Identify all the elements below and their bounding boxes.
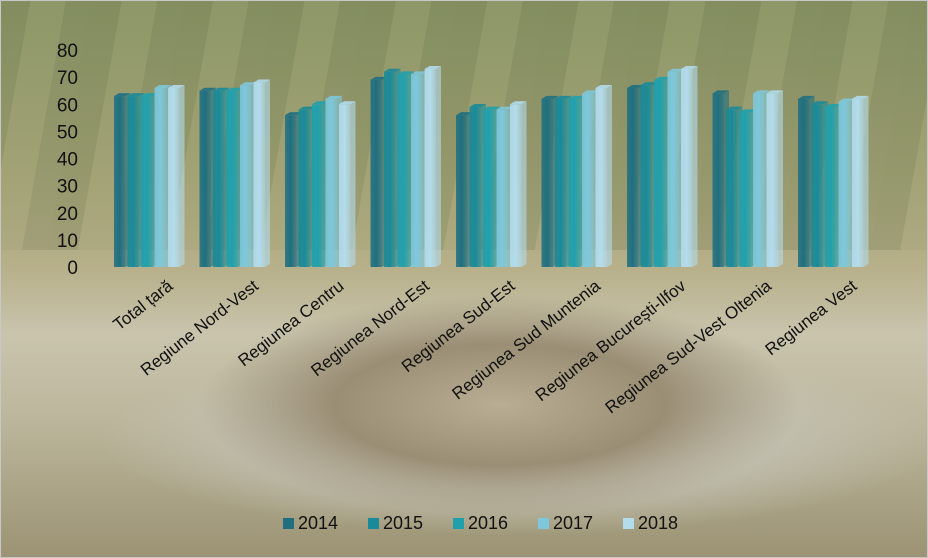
bar [141,93,158,267]
bar [168,84,185,267]
category-label: Total țară [110,276,177,334]
bar [127,93,144,267]
bar [325,95,342,267]
legend-swatch [283,518,294,529]
bar [253,79,270,267]
bar [496,106,513,267]
bar [384,68,401,267]
bar [469,103,486,268]
category-label: Regiunea Centru [234,276,347,370]
bar [825,103,842,268]
y-tick-label: 20 [57,204,78,225]
bar [456,112,473,267]
bar [285,112,302,267]
bar [240,82,257,267]
category-label: Regiunea Sud-Vest Oltenia [602,276,776,418]
legend-label: 2017 [553,513,593,533]
bar [838,98,855,267]
bar [298,106,315,267]
legend-label: 2016 [468,513,508,533]
bar [712,90,729,268]
bar [114,93,131,267]
bar [213,87,230,267]
bar [370,76,387,268]
legend-label: 2014 [298,513,338,533]
legend-label: 2015 [383,513,423,533]
y-tick-label: 40 [57,150,78,171]
bar [397,71,414,267]
bar [739,109,756,267]
y-tick-label: 50 [57,122,78,143]
legend-swatch [453,518,464,529]
bar [199,87,216,267]
y-tick-label: 30 [57,177,78,198]
bar [667,68,684,267]
bar [681,65,698,267]
bar [555,95,572,267]
category-label: Regiunea Vest [762,276,861,359]
bar [424,65,441,267]
legend-swatch [368,518,379,529]
bar [766,90,783,268]
bar [654,76,671,268]
y-tick-label: 80 [57,41,78,62]
bar [483,106,500,267]
bar [339,101,356,267]
bar [627,84,644,267]
category-label: Regiune Nord-Vest [137,276,262,380]
bar [510,101,527,267]
y-tick-label: 10 [57,231,78,252]
bar [595,84,612,267]
bar [312,101,329,267]
bar [411,71,428,267]
legend-swatch [538,518,549,529]
category-label: Regiunea București-Ilfov [532,276,690,405]
bar [852,95,869,267]
bar [798,95,815,267]
bar [582,90,599,268]
bar [640,82,657,267]
legend-swatch [623,518,634,529]
bar [568,95,585,267]
category-label: Regiunea Sud-Est [398,276,519,376]
bar [726,106,743,267]
bar [811,101,828,267]
legend-label: 2018 [638,513,678,533]
category-label: Regiunea Nord-Est [307,276,433,380]
bar [541,95,558,267]
category-label: Regiunea Sud Muntenia [449,276,605,404]
y-tick-label: 60 [57,95,78,116]
y-tick-label: 70 [57,68,78,89]
bar [753,90,770,268]
bar [154,84,171,267]
bar [226,87,243,267]
y-tick-label: 0 [67,258,78,279]
